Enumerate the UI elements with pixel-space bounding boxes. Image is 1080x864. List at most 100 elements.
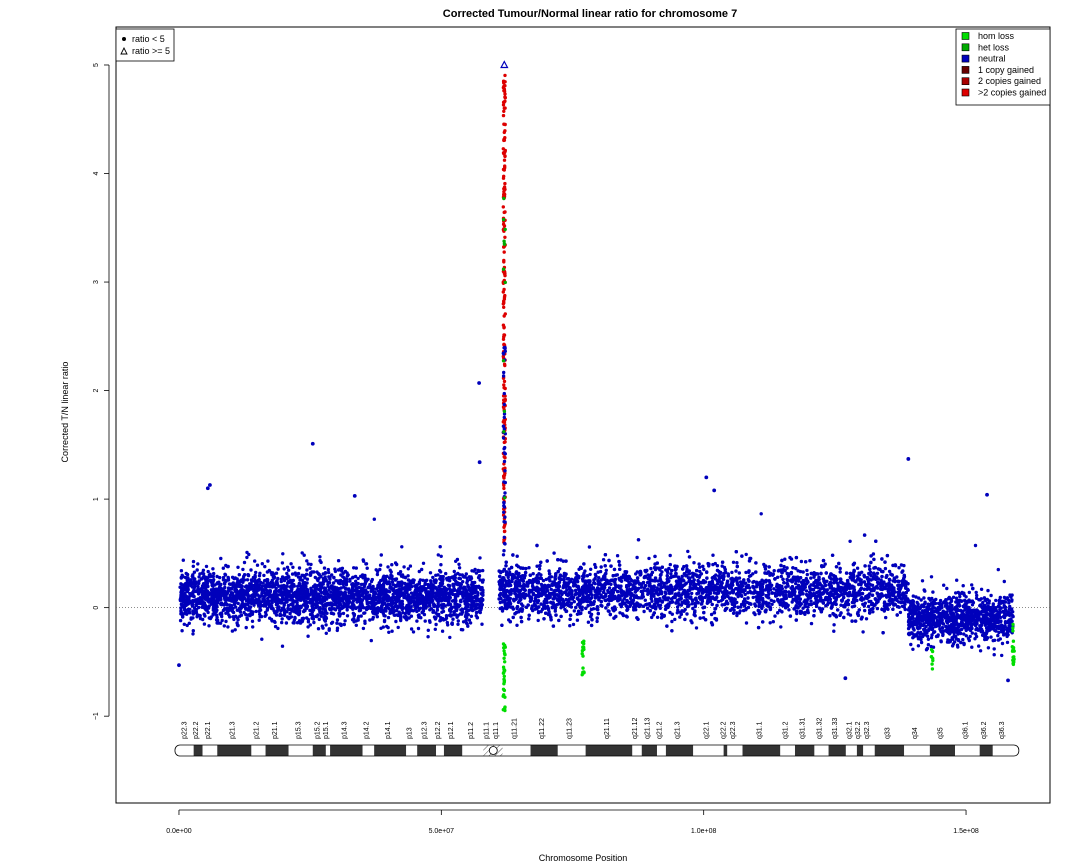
data-point [436, 597, 440, 601]
data-point [257, 599, 261, 604]
data-point [467, 587, 471, 592]
data-point [384, 609, 388, 613]
data-point [378, 607, 382, 611]
data-point [191, 564, 195, 568]
data-point [406, 598, 410, 602]
data-point [343, 619, 347, 623]
data-point [272, 597, 277, 601]
data-point [336, 581, 341, 585]
data-point [354, 583, 358, 587]
data-point [288, 607, 292, 612]
data-point [306, 634, 310, 638]
data-point [342, 622, 346, 627]
data-point [280, 575, 285, 580]
data-point [305, 568, 309, 572]
data-point [376, 609, 380, 613]
data-point [428, 608, 432, 612]
data-point [441, 590, 445, 595]
data-point [381, 582, 386, 586]
data-point [282, 613, 287, 617]
data-point [479, 600, 484, 604]
data-point [247, 598, 251, 603]
data-point [446, 583, 451, 587]
data-point [363, 583, 367, 587]
data-point [182, 606, 187, 610]
data-point [537, 567, 542, 571]
data-point [306, 596, 310, 601]
data-point [431, 598, 435, 603]
data-point [338, 612, 342, 617]
data-point [444, 617, 448, 621]
data-point [182, 622, 186, 626]
data-point [372, 517, 376, 521]
data-point [343, 586, 348, 591]
data-point [249, 601, 254, 606]
data-point [242, 560, 247, 565]
data-point [478, 556, 482, 560]
data-point [449, 614, 453, 618]
data-point [178, 598, 183, 603]
data-point [191, 559, 196, 564]
data-point [472, 600, 476, 605]
data-point [453, 599, 457, 603]
data-point [428, 593, 432, 597]
data-point [342, 604, 347, 608]
data-point [263, 564, 267, 569]
data-point [409, 608, 414, 612]
data-point [452, 569, 456, 574]
data-point [446, 623, 450, 627]
data-point [353, 574, 358, 579]
data-point [302, 586, 306, 591]
data-point [697, 562, 701, 566]
data-point [185, 584, 189, 588]
data-point [474, 605, 478, 610]
data-point [675, 605, 680, 609]
data-point [403, 575, 408, 580]
data-point [191, 629, 195, 633]
data-point [467, 575, 472, 579]
data-point [709, 612, 714, 617]
data-point [246, 608, 250, 612]
data-point [422, 612, 427, 617]
data-point [396, 580, 400, 585]
data-point [434, 580, 438, 585]
data-point [326, 592, 330, 596]
data-point [226, 625, 230, 629]
data-point [455, 581, 460, 585]
data-point [329, 621, 334, 625]
data-point [252, 587, 257, 591]
data-point [254, 570, 258, 575]
data-point [635, 555, 639, 560]
data-point [380, 604, 384, 608]
data-point [476, 575, 481, 580]
data-point [332, 607, 336, 611]
data-point [297, 597, 301, 601]
data-point [403, 592, 407, 597]
data-point [203, 614, 207, 618]
data-point [772, 569, 776, 573]
data-point [323, 618, 327, 622]
data-point [302, 553, 306, 557]
data-point [187, 621, 191, 625]
data-point [427, 619, 432, 623]
data-point [464, 572, 468, 576]
data-point [375, 572, 380, 577]
data-point [315, 584, 319, 588]
data-point [179, 608, 183, 613]
data-point [458, 612, 463, 616]
data-point [423, 586, 428, 591]
data-point [316, 587, 320, 591]
data-point [382, 592, 386, 596]
data-point [237, 580, 241, 584]
data-point [223, 578, 228, 583]
data-point [395, 608, 399, 613]
data-point [398, 601, 402, 605]
data-point [358, 590, 362, 595]
data-point [296, 588, 300, 592]
data-point [473, 580, 477, 585]
data-point [318, 600, 322, 604]
data-point [685, 612, 689, 616]
data-point [224, 611, 228, 615]
data-point [737, 571, 741, 575]
data-point [441, 595, 445, 600]
